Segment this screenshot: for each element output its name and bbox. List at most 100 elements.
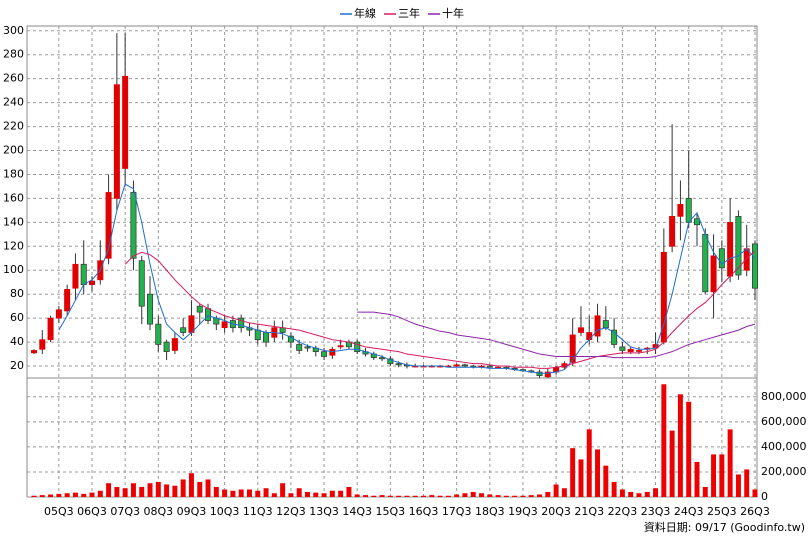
x-tick-label: 21Q3 (574, 505, 604, 518)
candle-body (710, 255, 717, 293)
volume-bar (686, 401, 692, 497)
candle-body (254, 329, 261, 341)
candle-body (536, 371, 543, 376)
volume-bar (48, 494, 54, 497)
x-tick-label: 19Q3 (508, 505, 538, 518)
volume-bar (545, 491, 551, 497)
volume-bar (421, 495, 426, 497)
volume-bar (387, 495, 393, 497)
volume-bar (321, 493, 327, 497)
candle-body (105, 192, 112, 259)
candle-body (569, 334, 576, 363)
x-tick-label: 10Q3 (210, 505, 240, 518)
candle-body (627, 348, 634, 353)
volume-bar (122, 488, 128, 497)
candle-body (55, 309, 62, 319)
candle-body (544, 371, 551, 378)
y-tick-label: 60 (10, 311, 24, 324)
volume-bar (346, 486, 352, 497)
volume-bar (130, 483, 136, 497)
legend-label: 年線 (354, 6, 376, 20)
y-tick-label: 120 (3, 239, 24, 252)
candle-body (47, 317, 54, 341)
candle-body (743, 248, 750, 271)
volume-bar (653, 488, 659, 497)
volume-bar (280, 483, 286, 497)
volume-bar (429, 495, 435, 497)
volume-bar (744, 469, 750, 497)
volume-bar (64, 493, 70, 497)
volume-bar (39, 495, 45, 497)
y2-tick-label: 200,000 (761, 465, 807, 478)
volume-bar (288, 493, 294, 497)
x-tick-label: 25Q3 (707, 505, 737, 518)
volume-bar (487, 494, 493, 497)
volume-bar (628, 491, 634, 497)
x-tick-label: 09Q3 (177, 505, 207, 518)
volume-bar (379, 495, 385, 497)
volume-bar (702, 486, 708, 497)
candle-body (296, 344, 303, 351)
volume-bar (553, 484, 559, 497)
volume-bar (495, 495, 501, 497)
volume-bar (89, 492, 95, 497)
x-tick-label: 06Q3 (77, 505, 107, 518)
volume-bar (437, 495, 443, 497)
y-tick-label: 80 (10, 287, 24, 300)
candle-body (155, 323, 162, 345)
x-tick-label: 16Q3 (409, 505, 439, 518)
ma-line (124, 250, 756, 369)
candle-body (196, 305, 203, 313)
x-tick-label: 11Q3 (243, 505, 273, 518)
volume-bar (97, 490, 103, 497)
y-tick-label: 220 (3, 120, 24, 133)
candle-body (453, 364, 460, 367)
candle-body (180, 327, 187, 333)
candle-body (113, 84, 120, 199)
volume-bar (644, 491, 650, 497)
volume-bar (271, 493, 277, 497)
volume-bar (263, 488, 269, 497)
volume-bar (213, 486, 219, 497)
x-tick-label: 12Q3 (276, 505, 306, 518)
y2-tick-label: 400,000 (761, 440, 807, 453)
volume-bar (238, 489, 244, 497)
x-tick-label: 22Q3 (608, 505, 638, 518)
volume-bar (296, 488, 302, 497)
candle-body (669, 216, 676, 247)
volume-bar (445, 495, 451, 497)
candle-body (163, 341, 170, 353)
volume-bar (677, 394, 683, 497)
volume-bar (619, 489, 625, 497)
volume-bar (197, 481, 203, 497)
volume-bar (462, 493, 468, 497)
y-tick-label: 140 (3, 215, 24, 228)
volume-bar (735, 474, 741, 497)
volume-bar (561, 488, 567, 497)
volume-bar (404, 495, 410, 497)
candle-body (677, 204, 684, 217)
volume-bar (313, 492, 319, 497)
y-tick-label: 180 (3, 167, 24, 180)
candle-body (461, 364, 468, 367)
candle-body (693, 218, 700, 226)
candle-body (337, 345, 344, 348)
candle-body (577, 327, 584, 333)
x-tick-label: 14Q3 (342, 505, 372, 518)
volume-bar (338, 490, 344, 497)
volume-bar (520, 495, 526, 497)
volume-bar (139, 486, 145, 497)
legend-label: 十年 (442, 6, 464, 20)
candle-body (611, 329, 618, 345)
x-tick-label: 13Q3 (309, 505, 339, 518)
x-tick-label: 17Q3 (442, 505, 472, 518)
candle-body (30, 350, 38, 354)
volume-bar (31, 495, 37, 497)
x-tick-label: 18Q3 (475, 505, 505, 518)
volume-bar (106, 483, 112, 497)
volume-bar (188, 473, 194, 497)
legend-label: 三年 (398, 6, 420, 20)
candle-body (138, 260, 145, 307)
y2-tick-label: 600,000 (761, 415, 807, 428)
x-tick-label: 23Q3 (641, 505, 671, 518)
